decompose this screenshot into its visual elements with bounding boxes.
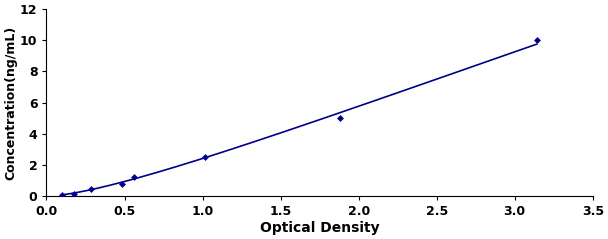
Y-axis label: Concentration(ng/mL): Concentration(ng/mL) <box>4 26 17 180</box>
X-axis label: Optical Density: Optical Density <box>260 221 379 235</box>
